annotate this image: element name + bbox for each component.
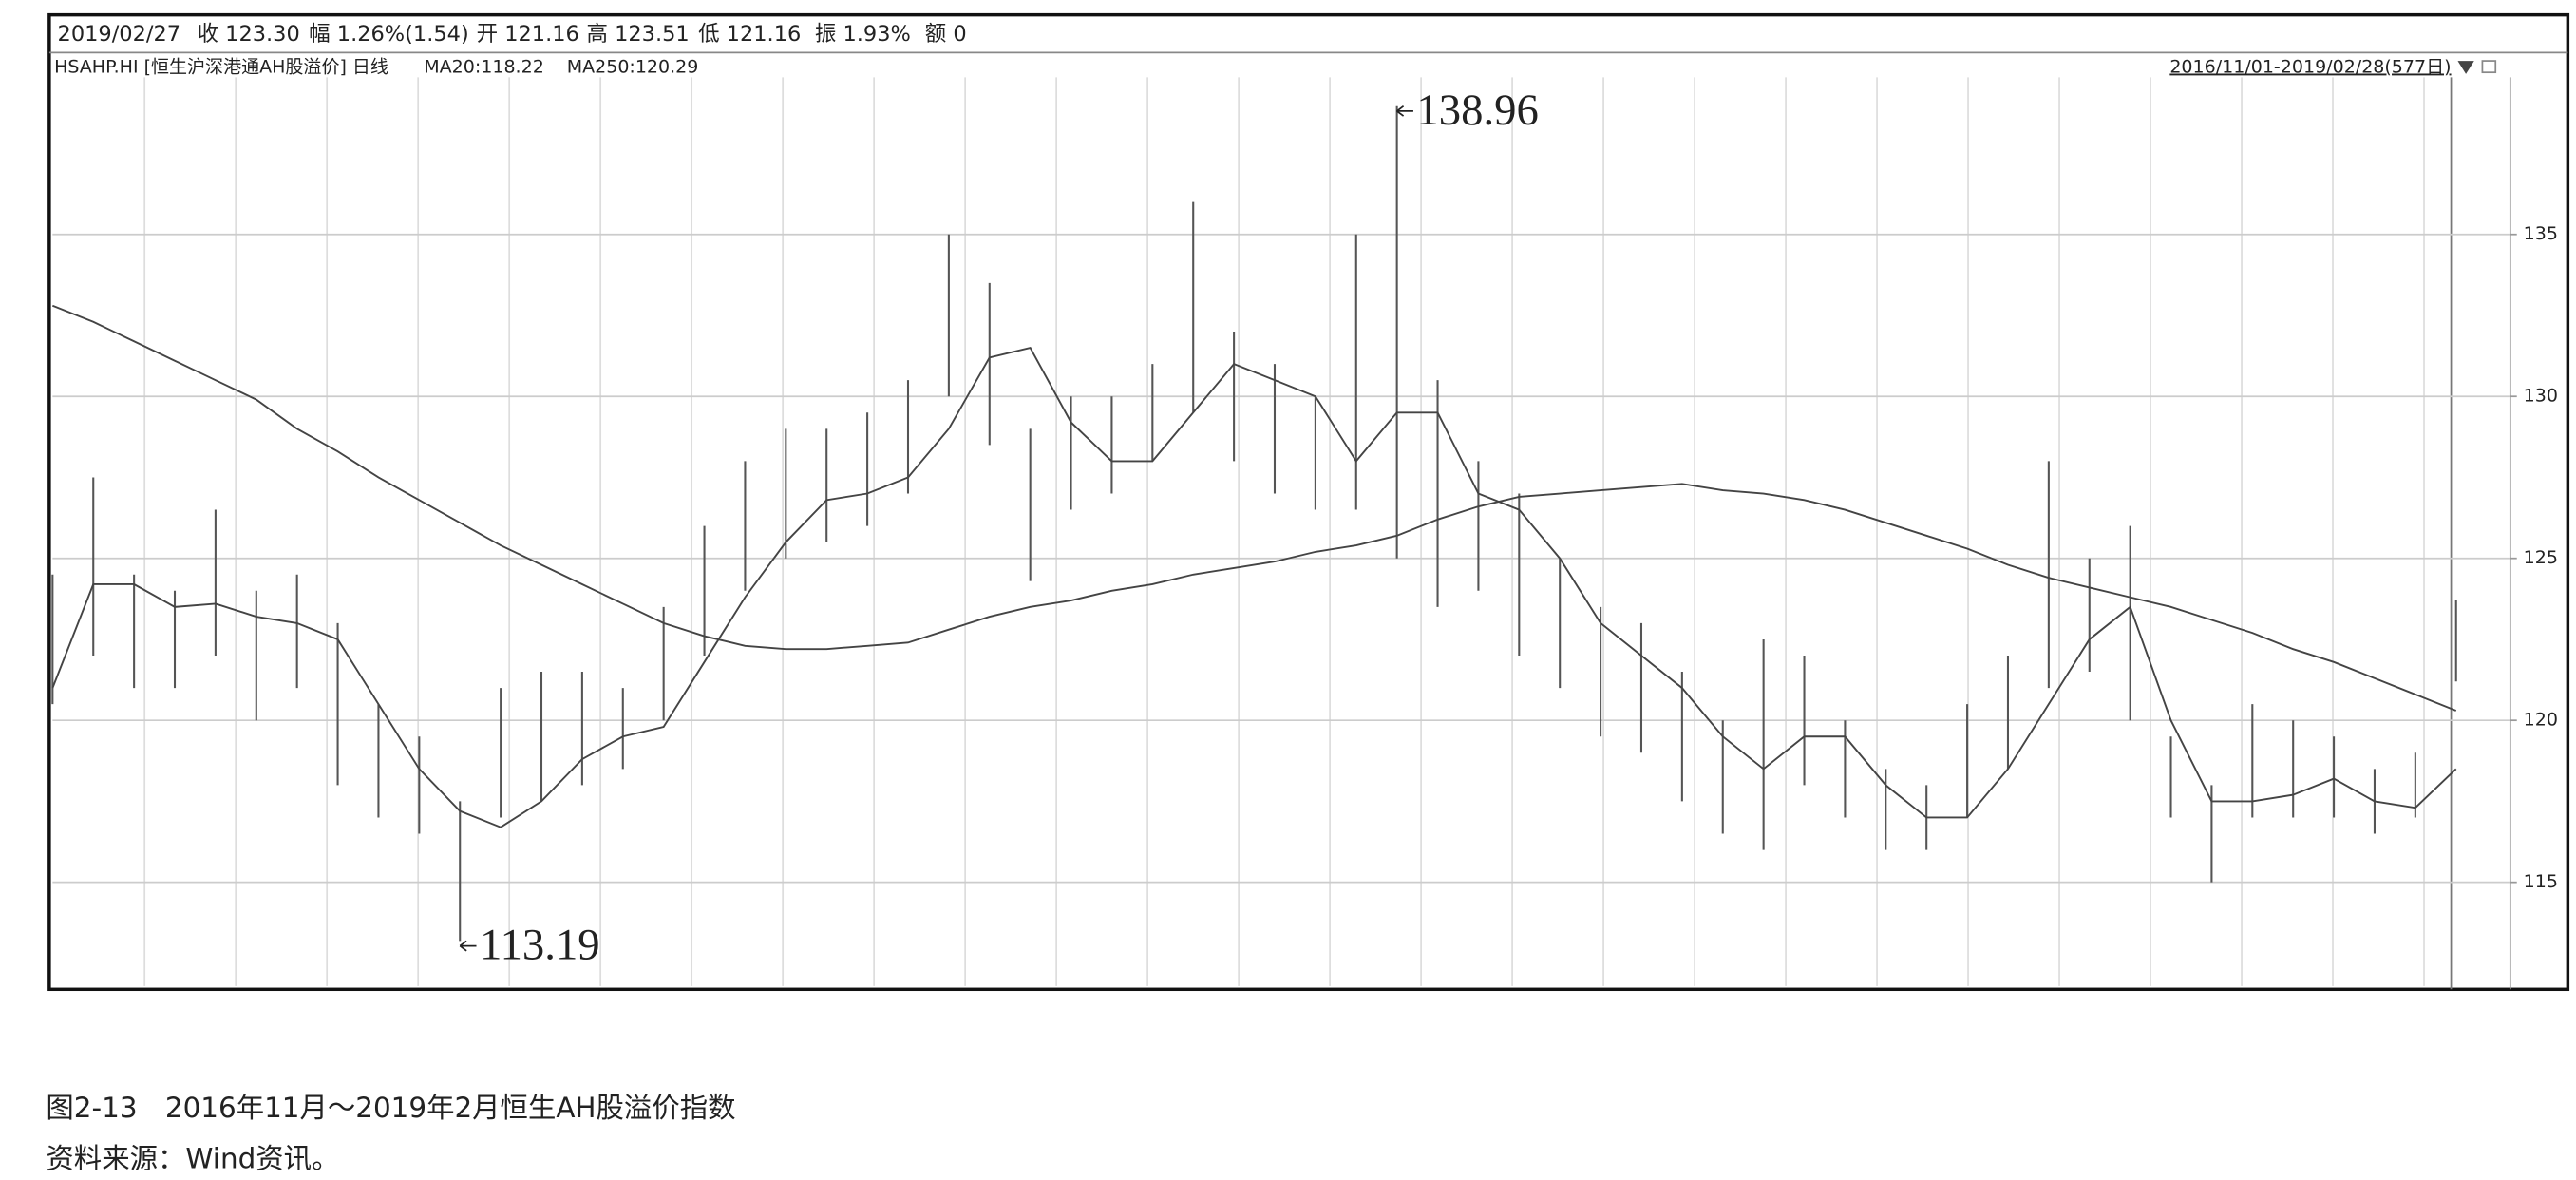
y-tick-label: 115 [2524, 871, 2558, 892]
dropdown-icon[interactable] [2457, 61, 2474, 74]
indicator: MA20:118.22 [424, 56, 544, 77]
info-item: 振 1.93% [815, 22, 911, 47]
indicator: MA250:120.29 [567, 56, 699, 77]
annotation: 138.96 [1416, 86, 1538, 135]
info-item: 2019/02/27 [58, 22, 181, 47]
info-item: 收 123.30 [198, 22, 300, 47]
y-tick-label: 135 [2524, 223, 2558, 244]
ma-line [51, 346, 2457, 828]
range-label[interactable]: 2016/11/01-2019/02/28(577日) [2169, 56, 2451, 77]
subtitle: HSAHP.HI [恒生沪深港通AH股溢价] 日线 [54, 56, 388, 77]
y-tick-label: 120 [2524, 710, 2558, 731]
info-item: 幅 1.26%(1.54) [309, 22, 469, 47]
info-item: 高 123.51 [586, 22, 689, 47]
lock-icon[interactable] [2481, 60, 2497, 74]
ma-line [51, 304, 2457, 712]
annotation-arrowhead [459, 940, 467, 952]
annotation-arrowhead [1396, 105, 1405, 117]
chart-frame [47, 12, 2570, 992]
y-tick-label: 125 [2524, 547, 2558, 568]
info-item: 开 121.16 [477, 22, 579, 47]
annotation: 113.19 [480, 921, 600, 970]
caption: 图2-13 2016年11月～2019年2月恒生AH股溢价指数 [46, 1092, 735, 1124]
y-tick-label: 130 [2524, 386, 2558, 407]
info-item: 额 0 [925, 22, 967, 47]
source: 资料来源：Wind资讯。 [46, 1143, 339, 1175]
info-item: 低 121.16 [698, 22, 801, 47]
